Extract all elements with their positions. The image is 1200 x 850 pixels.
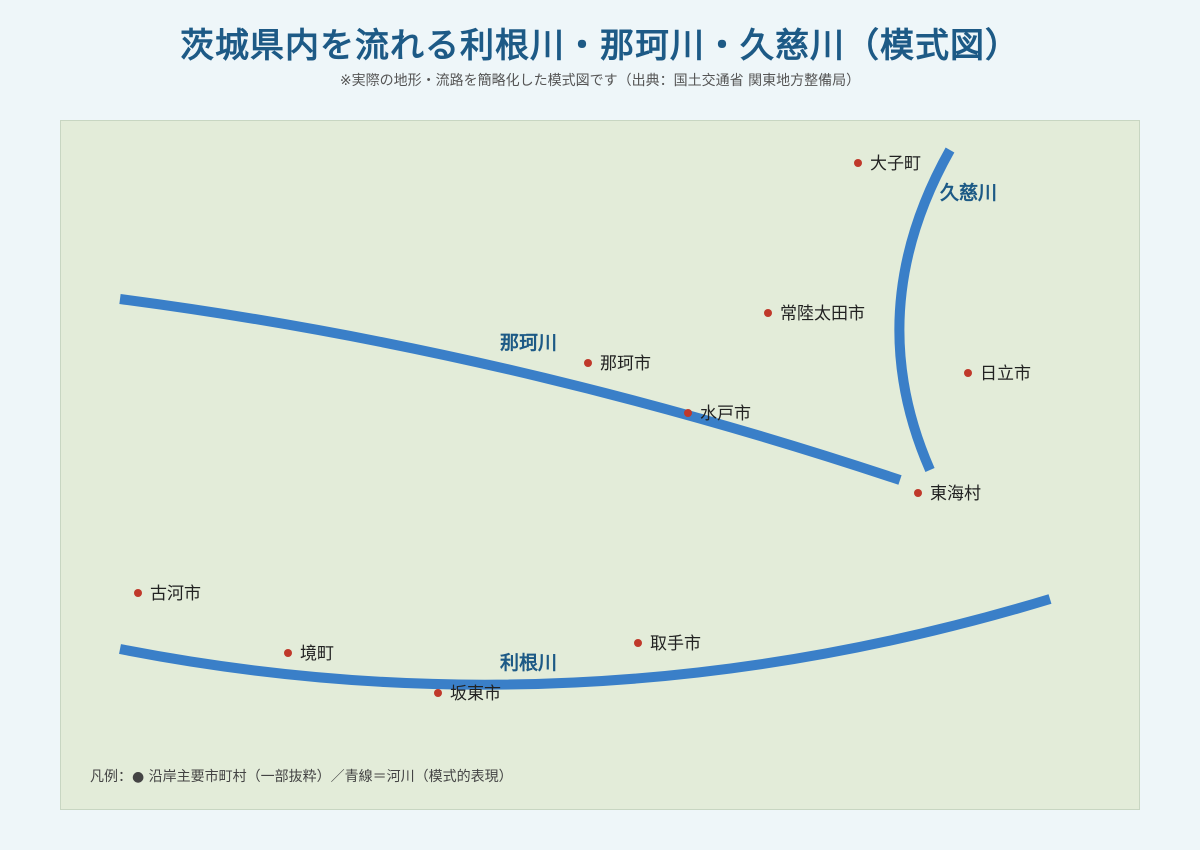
city-label: 古河市 — [150, 584, 201, 604]
city-dot-icon — [764, 309, 772, 317]
naka-river-line — [119, 294, 902, 485]
city-marker-naka: 那珂市 — [584, 354, 651, 374]
city-label: 常陸太田市 — [780, 304, 865, 324]
city-dot-icon — [134, 589, 142, 597]
city-marker-koga: 古河市 — [134, 584, 201, 604]
city-dot-icon — [584, 359, 592, 367]
city-dot-icon — [914, 489, 922, 497]
kuji-river-line — [894, 147, 955, 473]
naka-river-label: 那珂川 — [500, 332, 557, 354]
city-marker-hitachi: 日立市 — [964, 364, 1031, 384]
city-dot-icon — [434, 689, 442, 697]
city-marker-hitachiota: 常陸太田市 — [764, 304, 865, 324]
city-label: 日立市 — [980, 364, 1031, 384]
kuji-river-label: 久慈川 — [940, 181, 997, 204]
city-dot-icon — [634, 639, 642, 647]
city-marker-daigo: 大子町 — [854, 154, 921, 174]
city-label: 坂東市 — [450, 684, 501, 704]
city-dot-icon — [284, 649, 292, 657]
tone-river-label: 利根川 — [500, 651, 557, 674]
city-marker-sakai: 境町 — [284, 644, 334, 664]
city-label: 東海村 — [930, 484, 981, 504]
page-subtitle: ※実際の地形・流路を簡略化した模式図です（出典：国土交通省 関東地方整備局） — [339, 73, 861, 89]
city-marker-tokai: 東海村 — [914, 484, 981, 504]
city-marker-mito: 水戸市 — [684, 404, 751, 424]
city-dot-icon — [684, 409, 692, 417]
city-marker-toride: 取手市 — [634, 634, 701, 654]
city-dot-icon — [854, 159, 862, 167]
city-dot-icon — [964, 369, 972, 377]
city-label: 那珂市 — [600, 354, 651, 374]
city-label: 取手市 — [650, 634, 701, 654]
city-label: 大子町 — [870, 154, 921, 174]
map-legend: 凡例：● 沿岸主要市町村（一部抜粋）／青線＝河川（模式的表現） — [90, 769, 513, 785]
map-area — [60, 120, 1140, 810]
city-label: 境町 — [300, 644, 334, 664]
tone-river-line — [119, 594, 1052, 690]
city-marker-bando: 坂東市 — [434, 684, 501, 704]
city-label: 水戸市 — [700, 404, 751, 424]
page-title: 茨城県内を流れる利根川・那珂川・久慈川（模式図） — [180, 26, 1020, 66]
